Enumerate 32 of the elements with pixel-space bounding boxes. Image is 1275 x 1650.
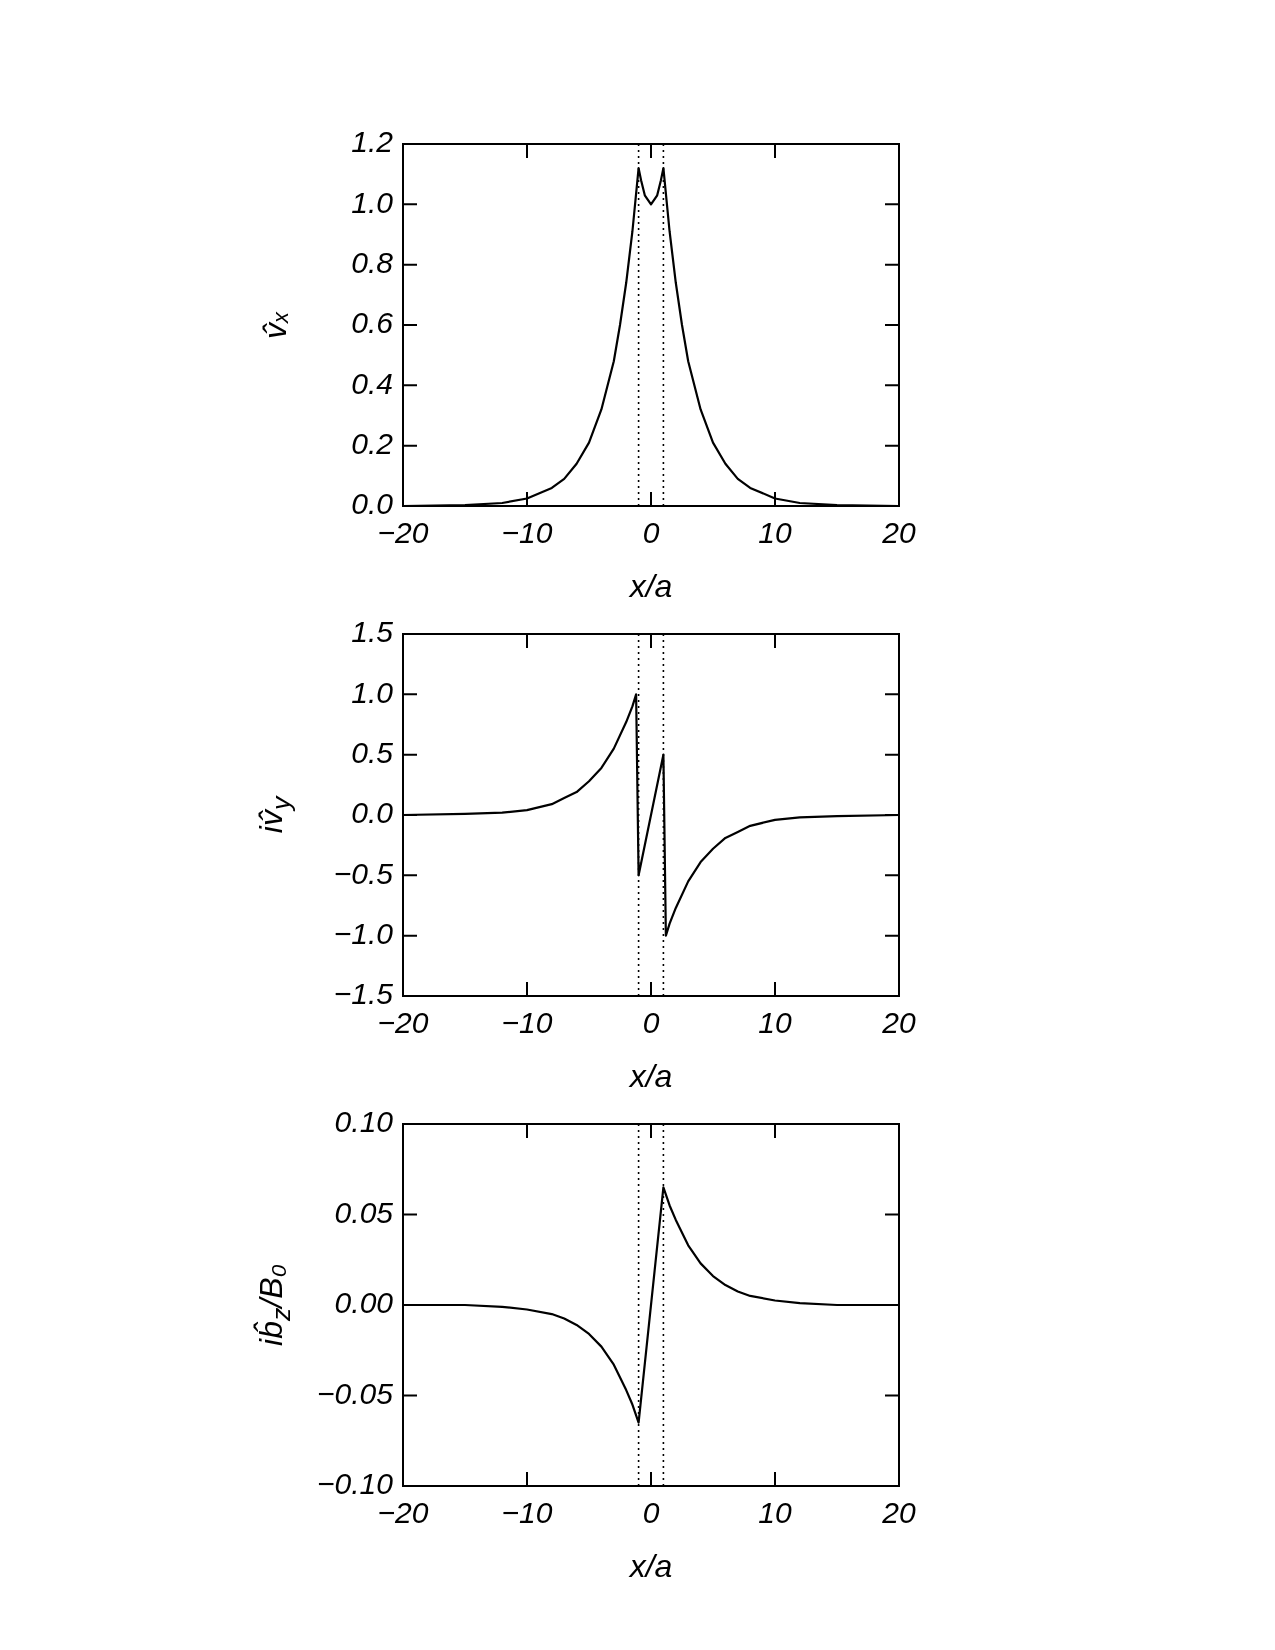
y-tick-label: 1.0 bbox=[351, 185, 394, 219]
x-tick-label: 20 bbox=[881, 1006, 916, 1040]
y-tick-label: 1.0 bbox=[351, 675, 394, 709]
x-tick-label: −10 bbox=[501, 1496, 553, 1530]
y-axis-title: v̂ₓ bbox=[256, 310, 294, 340]
x-tick-label: −10 bbox=[501, 1006, 553, 1040]
x-tick-label: 20 bbox=[881, 1496, 916, 1530]
y-tick-label: 1.2 bbox=[351, 125, 394, 159]
x-tick-label: 0 bbox=[642, 516, 660, 550]
y-tick-label: 0.2 bbox=[351, 427, 394, 461]
y-tick-label: 0.0 bbox=[351, 796, 394, 830]
y-tick-label: −0.05 bbox=[317, 1376, 394, 1410]
x-axis-title: x/a bbox=[629, 1548, 673, 1585]
x-tick-label: 10 bbox=[758, 1006, 792, 1040]
y-tick-label: −0.5 bbox=[333, 856, 394, 890]
y-tick-label: 1.5 bbox=[351, 615, 394, 649]
x-tick-label: 0 bbox=[642, 1496, 660, 1530]
x-tick-label: 10 bbox=[758, 1496, 792, 1530]
y-tick-label: 0.00 bbox=[334, 1286, 394, 1320]
x-axis-title: x/a bbox=[629, 568, 673, 605]
y-tick-label: 0.10 bbox=[334, 1105, 394, 1139]
x-tick-label: −10 bbox=[501, 516, 553, 550]
y-tick-label: 0.5 bbox=[351, 736, 394, 770]
x-tick-label: 20 bbox=[881, 516, 916, 550]
x-tick-label: 0 bbox=[642, 1006, 660, 1040]
x-tick-label: 10 bbox=[758, 516, 792, 550]
y-tick-label: −1.0 bbox=[333, 917, 394, 951]
y-tick-label: 0.4 bbox=[351, 366, 393, 400]
y-tick-label: 0.05 bbox=[334, 1195, 394, 1229]
x-axis-title: x/a bbox=[629, 1058, 673, 1095]
y-tick-label: 0.8 bbox=[351, 246, 394, 280]
y-tick-label: 0.6 bbox=[351, 306, 394, 340]
